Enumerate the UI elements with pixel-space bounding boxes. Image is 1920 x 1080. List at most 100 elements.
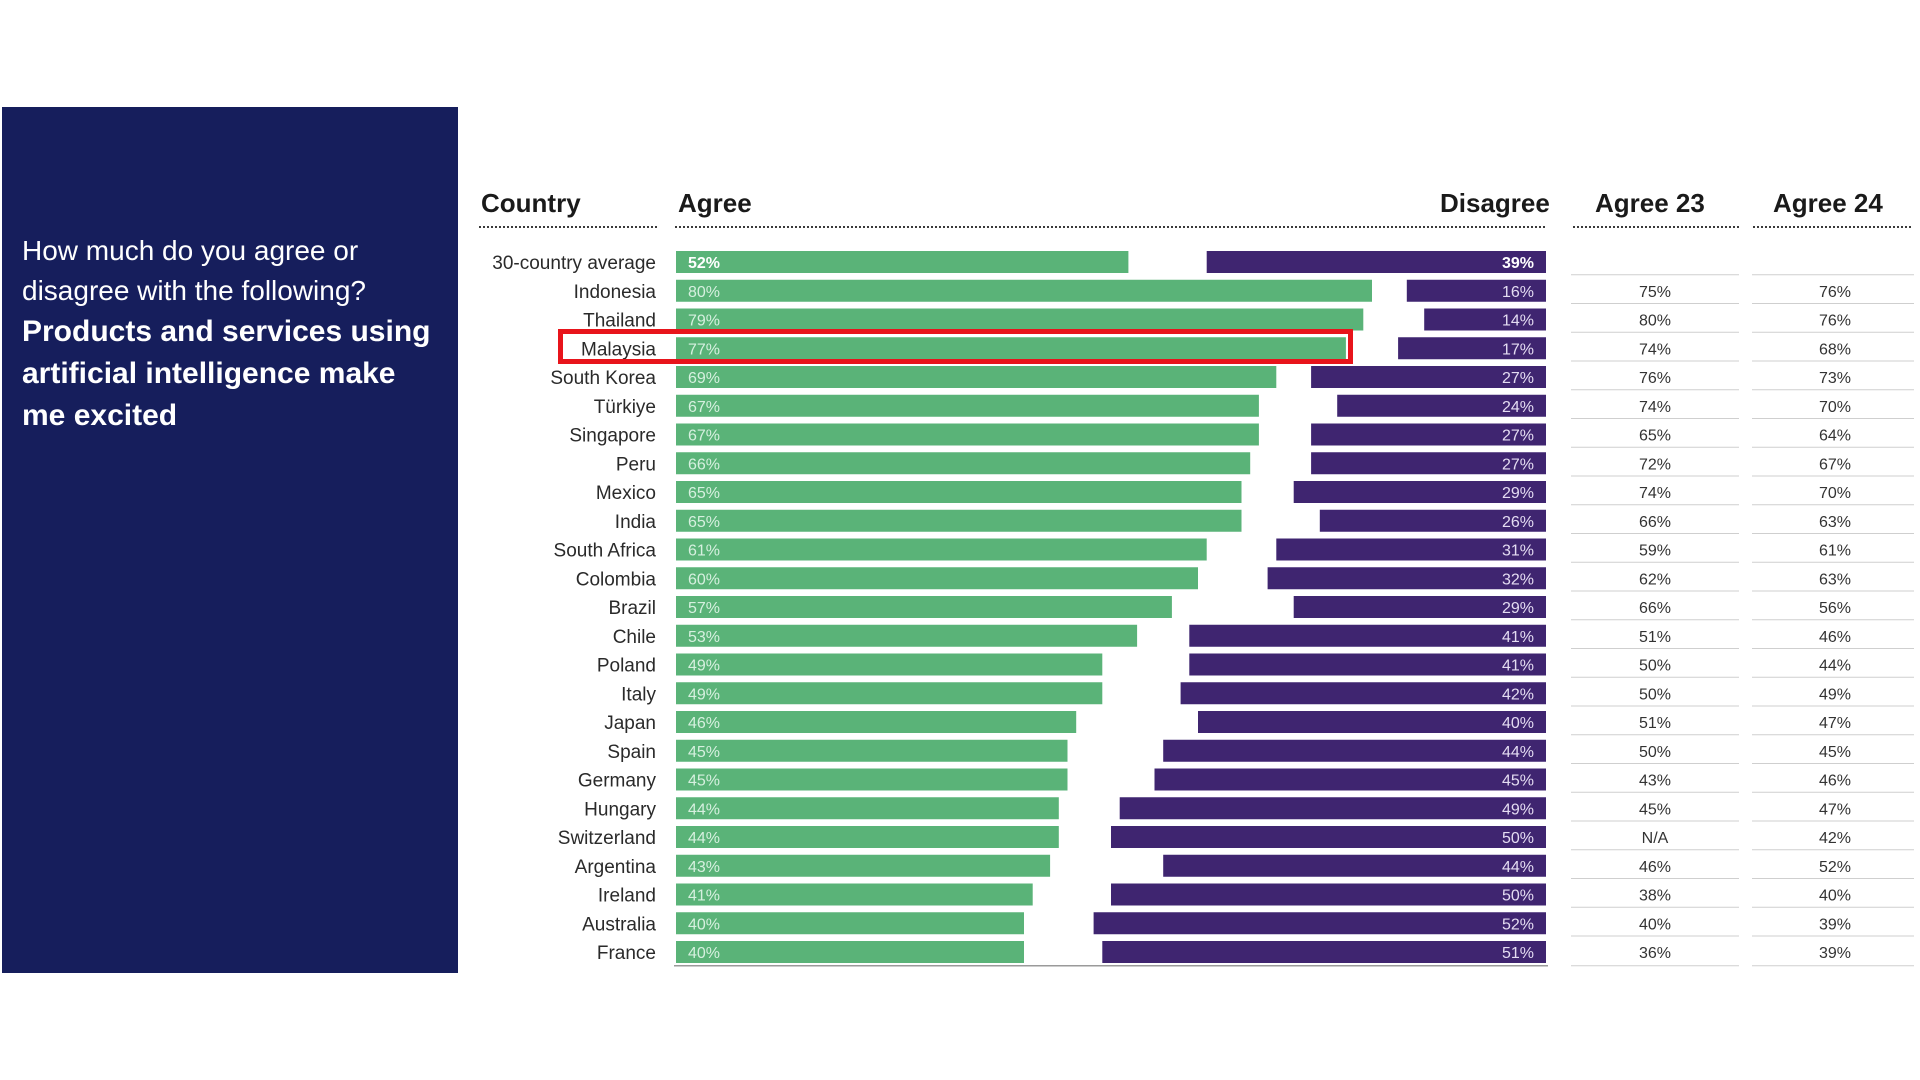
disagree-bar-india	[1319, 509, 1546, 532]
agree-label-germany: 45%	[688, 773, 720, 790]
agree-bar-hungary	[676, 797, 1059, 820]
malaysia-highlight-box	[558, 329, 1353, 364]
country-label-germany: Germany	[578, 771, 657, 792]
agree23-value-italy: 50%	[1639, 686, 1671, 703]
country-label-italy: Italy	[621, 684, 656, 705]
country-label-india: India	[615, 512, 657, 533]
agree24-value-chile: 46%	[1819, 629, 1851, 646]
disagree-label-singapore: 27%	[1502, 428, 1534, 445]
agree-label-italy: 49%	[688, 686, 720, 703]
country-label-malaysia: Malaysia	[581, 339, 656, 360]
country-label-thailand: Thailand	[583, 311, 656, 332]
disagree-bar-argentina	[1163, 854, 1546, 877]
country-label-ireland: Ireland	[598, 886, 656, 907]
country-label-south-africa: South Africa	[554, 541, 657, 562]
disagree-label-peru: 27%	[1502, 456, 1534, 473]
agree23-value-chile: 51%	[1639, 629, 1671, 646]
agree-bar-mexico	[676, 481, 1242, 503]
bars-header-rule	[675, 226, 1545, 228]
question-statement: Products and services using artificial i…	[22, 315, 431, 432]
disagree-bar-spain	[1163, 739, 1546, 762]
disagree-bar-south-korea	[1311, 366, 1546, 388]
agree24-header-rule	[1753, 226, 1911, 228]
agree-label-japan: 46%	[688, 715, 720, 732]
disagree-label-poland: 41%	[1502, 658, 1534, 675]
agree24-value-switzerland: 42%	[1819, 830, 1851, 847]
country-label-australia: Australia	[582, 914, 656, 935]
agree-bar-indonesia	[676, 279, 1372, 302]
agree24-value-argentina: 52%	[1819, 859, 1851, 876]
agree23-value-malaysia: 74%	[1639, 341, 1671, 358]
disagree-label-hungary: 49%	[1502, 801, 1534, 818]
disagree-label-indonesia: 16%	[1502, 284, 1534, 301]
agree24-value-malaysia: 68%	[1819, 341, 1851, 358]
agree24-value-japan: 47%	[1819, 715, 1851, 732]
agree-bar-argentina	[676, 854, 1051, 877]
agree-label-mexico: 65%	[688, 485, 720, 502]
agree-bar-colombia	[676, 567, 1198, 590]
agree24-value-italy: 49%	[1819, 686, 1851, 703]
agree-label-ireland: 41%	[688, 888, 720, 905]
disagree-label-south-korea: 27%	[1502, 370, 1534, 387]
agree24-value-south-korea: 73%	[1819, 370, 1851, 387]
agree24-value-thailand: 76%	[1819, 313, 1851, 330]
disagree-header: Disagree	[1440, 188, 1550, 218]
disagree-bar-switzerland	[1111, 826, 1546, 848]
disagree-label-argentina: 44%	[1502, 859, 1534, 876]
agree-header: Agree	[678, 188, 752, 218]
agree24-value-t-rkiye: 70%	[1819, 399, 1851, 416]
agree24-value-mexico: 70%	[1819, 485, 1851, 502]
agree24-value-india: 63%	[1819, 514, 1851, 531]
disagree-label-t-rkiye: 24%	[1502, 399, 1534, 416]
question-panel: How much do you agree or disagree with t…	[2, 107, 458, 973]
agree23-value-poland: 50%	[1639, 658, 1671, 675]
disagree-bar-france	[1102, 941, 1546, 963]
disagree-label-brazil: 29%	[1502, 600, 1534, 617]
agree23-value-t-rkiye: 74%	[1639, 399, 1671, 416]
country-label-spain: Spain	[607, 742, 656, 763]
agree23-value-indonesia: 75%	[1639, 284, 1671, 301]
country-label-30-country-average: 30-country average	[492, 253, 656, 274]
disagree-label-germany: 45%	[1502, 773, 1534, 790]
agree23-value-colombia: 62%	[1639, 571, 1671, 588]
disagree-bar-germany	[1154, 768, 1546, 791]
agree23-header: Agree 23	[1595, 188, 1705, 218]
agree-label-t-rkiye: 67%	[688, 399, 720, 416]
agree-bar-brazil	[676, 596, 1172, 618]
agree-label-spain: 45%	[688, 744, 720, 761]
agree23-value-singapore: 65%	[1639, 428, 1671, 445]
agree-label-singapore: 67%	[688, 428, 720, 445]
agree-bar-italy	[676, 682, 1103, 705]
disagree-label-mexico: 29%	[1502, 485, 1534, 502]
agree24-value-poland: 44%	[1819, 658, 1851, 675]
agree23-value-argentina: 46%	[1639, 859, 1671, 876]
disagree-bar-ireland	[1111, 883, 1546, 906]
agree23-value-thailand: 80%	[1639, 313, 1671, 330]
agree23-value-australia: 40%	[1639, 916, 1671, 933]
agree-label-peru: 66%	[688, 456, 720, 473]
disagree-label-thailand: 14%	[1502, 313, 1534, 330]
disagree-bar-brazil	[1293, 596, 1546, 618]
agree-bar-south-africa	[676, 538, 1207, 561]
agree-label-brazil: 57%	[688, 600, 720, 617]
country-label-indonesia: Indonesia	[574, 282, 657, 303]
agree-bar-india	[676, 509, 1242, 532]
disagree-label-japan: 40%	[1502, 715, 1534, 732]
agree-label-france: 40%	[688, 945, 720, 962]
agree24-value-spain: 45%	[1819, 744, 1851, 761]
agree-bar-30-country-average	[676, 251, 1129, 273]
agree-bar-france	[676, 941, 1024, 963]
agree23-value-brazil: 66%	[1639, 600, 1671, 617]
disagree-label-colombia: 32%	[1502, 571, 1534, 588]
agree-bar-chile	[676, 624, 1138, 647]
agree-label-malaysia: 77%	[688, 341, 720, 358]
disagree-label-malaysia: 17%	[1502, 341, 1534, 358]
disagree-bar-mexico	[1293, 481, 1546, 503]
agree-label-india: 65%	[688, 514, 720, 531]
agree-bar-south-korea	[676, 366, 1277, 388]
disagree-label-spain: 44%	[1502, 744, 1534, 761]
agree24-value-france: 39%	[1819, 945, 1851, 962]
disagree-bar-south-africa	[1276, 538, 1546, 561]
disagree-bar-indonesia	[1406, 279, 1546, 302]
disagree-bar-hungary	[1119, 797, 1546, 820]
